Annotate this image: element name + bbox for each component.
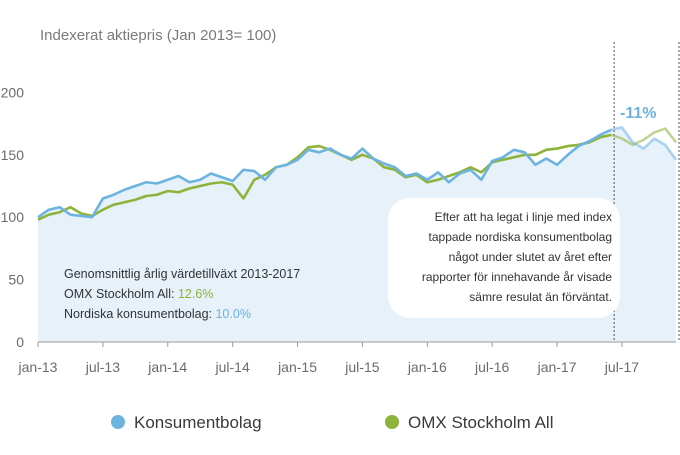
series-layer bbox=[37, 126, 678, 221]
note-box: Efter att ha legat i linje med index tapp… bbox=[388, 198, 620, 318]
note-line: något under slutet av året efter bbox=[449, 250, 612, 264]
y-tick-label: 200 bbox=[1, 84, 25, 100]
x-tick-label: jan-13 bbox=[18, 359, 58, 375]
x-tick-label: jan-17 bbox=[537, 359, 577, 375]
growth-box: Genomsnittlig årlig värdetillväxt 2013-2… bbox=[64, 267, 300, 321]
x-axis: jan-13 jul-13 jan-14 jul-14 jan-15 jul-15 jan-… bbox=[18, 342, 639, 375]
x-tick-label: jan-15 bbox=[277, 359, 317, 375]
x-tick-label: jul-14 bbox=[215, 359, 250, 375]
legend-marker-konsumentbolag bbox=[111, 415, 125, 429]
note-line: Efter att ha legat i linje med index bbox=[435, 210, 612, 224]
x-tick-label: jan-14 bbox=[147, 359, 187, 375]
y-tick-label: 100 bbox=[1, 209, 25, 225]
growth-omx: OMX Stockholm All: 12.6% bbox=[64, 287, 213, 301]
y-tick-label: 0 bbox=[16, 334, 24, 350]
legend-label-konsumentbolag: Konsumentbolag bbox=[134, 413, 262, 432]
note-line: tappade nordiska konsumentbolag bbox=[429, 230, 612, 244]
note-bubble bbox=[388, 198, 620, 318]
chart-title: Indexerat aktiepris (Jan 2013= 100) bbox=[40, 27, 276, 44]
legend: Konsumentbolag OMX Stockholm All bbox=[111, 413, 554, 432]
x-tick-label: jul-13 bbox=[85, 359, 120, 375]
note-line: sämre resulat än förväntat. bbox=[469, 290, 612, 304]
series-line-konsumentbolag bbox=[37, 128, 612, 219]
y-tick-label: 50 bbox=[8, 272, 24, 288]
note-text: Efter att ha legat i linje med index tapp… bbox=[422, 210, 612, 304]
x-tick-label: jul-15 bbox=[344, 359, 379, 375]
legend-marker-omx bbox=[385, 415, 399, 429]
y-tick-label: 150 bbox=[1, 147, 25, 163]
growth-cons-value: 10.0% bbox=[215, 307, 250, 321]
growth-omx-label: OMX Stockholm All: bbox=[64, 287, 178, 301]
change-label: -11% bbox=[620, 105, 656, 122]
growth-cons-label: Nordiska konsumentbolag: bbox=[64, 307, 215, 321]
series-line-omx bbox=[37, 133, 612, 221]
x-tick-label: jan-16 bbox=[407, 359, 447, 375]
x-tick-label: jul-17 bbox=[604, 359, 639, 375]
series-line-omx-late bbox=[610, 127, 678, 147]
growth-omx-value: 12.6% bbox=[178, 287, 213, 301]
note-line: rapporter för innehavande år visade bbox=[422, 270, 612, 284]
growth-title: Genomsnittlig årlig värdetillväxt 2013-2… bbox=[64, 267, 300, 281]
y-axis: 0 50 100 150 200 bbox=[1, 84, 25, 350]
x-tick-label: jul-16 bbox=[474, 359, 509, 375]
series-line-konsumentbolag-late bbox=[610, 126, 678, 161]
legend-label-omx: OMX Stockholm All bbox=[408, 413, 554, 432]
growth-cons: Nordiska konsumentbolag: 10.0% bbox=[64, 307, 251, 321]
